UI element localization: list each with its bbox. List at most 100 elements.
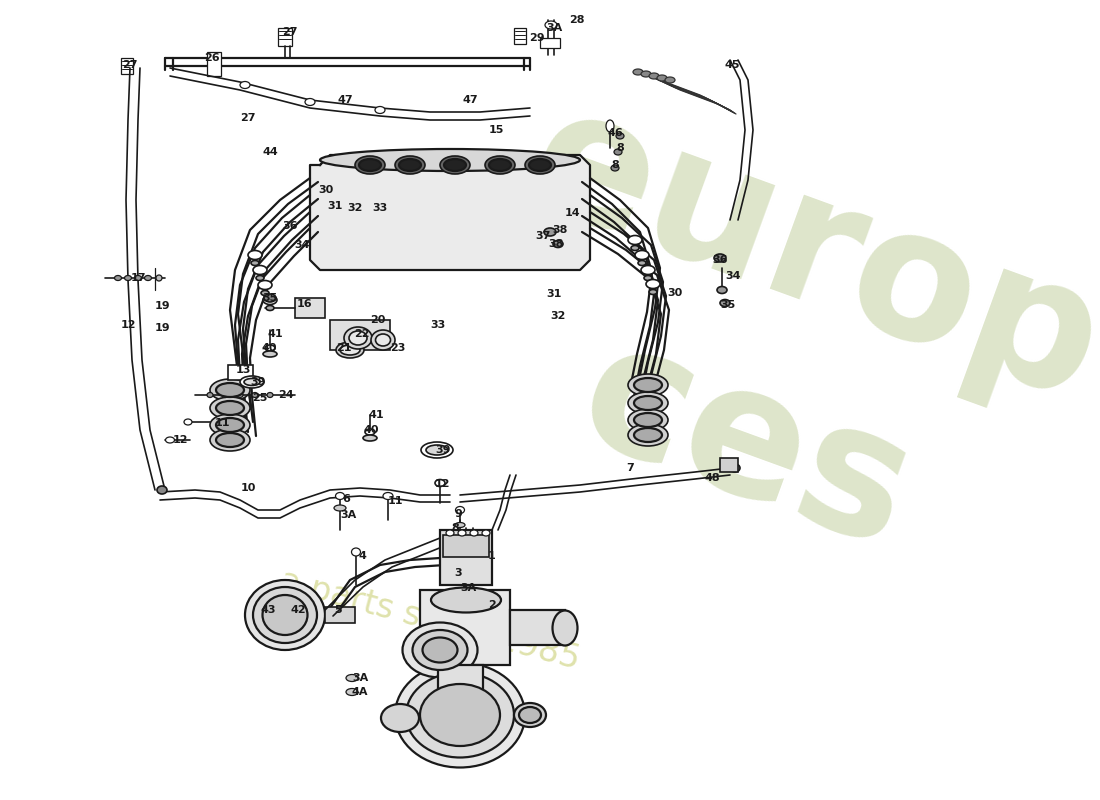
- Text: 22: 22: [354, 329, 370, 339]
- Text: 2: 2: [488, 600, 496, 610]
- Text: 27: 27: [283, 27, 298, 37]
- Text: 17: 17: [130, 273, 145, 283]
- Ellipse shape: [635, 250, 649, 259]
- Ellipse shape: [628, 374, 668, 396]
- Ellipse shape: [730, 464, 740, 472]
- Bar: [330, 320, 390, 350]
- Ellipse shape: [720, 299, 730, 306]
- Ellipse shape: [365, 429, 375, 435]
- Text: 16: 16: [297, 299, 312, 309]
- Text: 43: 43: [261, 605, 276, 615]
- Text: 3A: 3A: [352, 673, 368, 683]
- Text: 1: 1: [488, 551, 496, 561]
- Bar: [540, 38, 560, 48]
- Text: 38: 38: [548, 239, 563, 249]
- Text: 31: 31: [547, 289, 562, 299]
- Text: 40: 40: [363, 425, 378, 435]
- Text: 3A: 3A: [340, 510, 356, 520]
- Text: 11: 11: [387, 496, 403, 506]
- Ellipse shape: [216, 383, 244, 397]
- Ellipse shape: [553, 241, 563, 247]
- Text: 33: 33: [430, 320, 446, 330]
- Text: a parts since 1985: a parts since 1985: [276, 564, 584, 676]
- Ellipse shape: [375, 334, 390, 346]
- Ellipse shape: [349, 331, 367, 345]
- Ellipse shape: [634, 428, 662, 442]
- Ellipse shape: [529, 159, 551, 171]
- Ellipse shape: [638, 261, 646, 266]
- Ellipse shape: [606, 120, 614, 132]
- Ellipse shape: [334, 505, 346, 511]
- Bar: [121, 58, 133, 74]
- Ellipse shape: [263, 295, 277, 305]
- Ellipse shape: [305, 98, 315, 106]
- Ellipse shape: [614, 149, 622, 155]
- Ellipse shape: [610, 165, 619, 171]
- Text: 41: 41: [368, 410, 384, 420]
- Ellipse shape: [714, 254, 726, 262]
- Ellipse shape: [444, 159, 466, 171]
- Ellipse shape: [544, 21, 557, 29]
- Ellipse shape: [458, 530, 466, 536]
- Text: 4A: 4A: [352, 687, 368, 697]
- Ellipse shape: [244, 378, 260, 386]
- Ellipse shape: [207, 393, 213, 398]
- Text: 40: 40: [262, 343, 277, 353]
- Text: 39: 39: [251, 377, 266, 387]
- Ellipse shape: [634, 396, 662, 410]
- Ellipse shape: [210, 379, 250, 401]
- Text: 32: 32: [348, 203, 363, 213]
- Ellipse shape: [375, 106, 385, 114]
- Ellipse shape: [261, 290, 270, 295]
- Ellipse shape: [124, 275, 132, 281]
- Ellipse shape: [144, 275, 152, 281]
- Bar: [278, 28, 292, 46]
- Ellipse shape: [717, 286, 727, 294]
- Bar: [228, 365, 253, 380]
- Text: 33: 33: [373, 203, 387, 213]
- Text: 9: 9: [454, 509, 462, 519]
- Ellipse shape: [482, 530, 490, 536]
- Ellipse shape: [359, 159, 381, 171]
- Ellipse shape: [264, 294, 276, 302]
- Ellipse shape: [628, 424, 668, 446]
- Text: 38: 38: [552, 225, 568, 235]
- Ellipse shape: [649, 73, 659, 79]
- Bar: [510, 610, 565, 645]
- Ellipse shape: [381, 704, 419, 732]
- Text: europ
ces: europ ces: [437, 70, 1100, 630]
- Ellipse shape: [210, 429, 250, 451]
- Text: 35: 35: [720, 300, 736, 310]
- Text: 30: 30: [668, 288, 683, 298]
- Text: 6: 6: [342, 494, 350, 504]
- Ellipse shape: [263, 595, 308, 635]
- Text: 35: 35: [263, 293, 277, 303]
- Text: 8: 8: [451, 523, 459, 533]
- Text: 12: 12: [120, 320, 135, 330]
- Ellipse shape: [336, 493, 344, 499]
- Text: 8: 8: [612, 160, 619, 170]
- Ellipse shape: [434, 479, 446, 486]
- Ellipse shape: [258, 281, 272, 290]
- Ellipse shape: [210, 414, 250, 436]
- Ellipse shape: [634, 413, 662, 427]
- Text: 36: 36: [283, 221, 298, 231]
- Ellipse shape: [525, 156, 556, 174]
- Text: 5: 5: [334, 605, 342, 615]
- Ellipse shape: [251, 261, 258, 266]
- Ellipse shape: [165, 437, 175, 443]
- Text: 34: 34: [725, 271, 740, 281]
- Bar: [438, 665, 483, 710]
- Text: 44: 44: [262, 147, 278, 157]
- Polygon shape: [310, 155, 590, 270]
- Text: 31: 31: [328, 201, 343, 211]
- Ellipse shape: [649, 290, 657, 294]
- Ellipse shape: [412, 630, 468, 670]
- Ellipse shape: [240, 82, 250, 89]
- Ellipse shape: [657, 75, 667, 81]
- Ellipse shape: [632, 69, 644, 75]
- Ellipse shape: [395, 662, 525, 767]
- Ellipse shape: [363, 435, 377, 441]
- Ellipse shape: [641, 71, 651, 77]
- Text: 11: 11: [214, 418, 230, 428]
